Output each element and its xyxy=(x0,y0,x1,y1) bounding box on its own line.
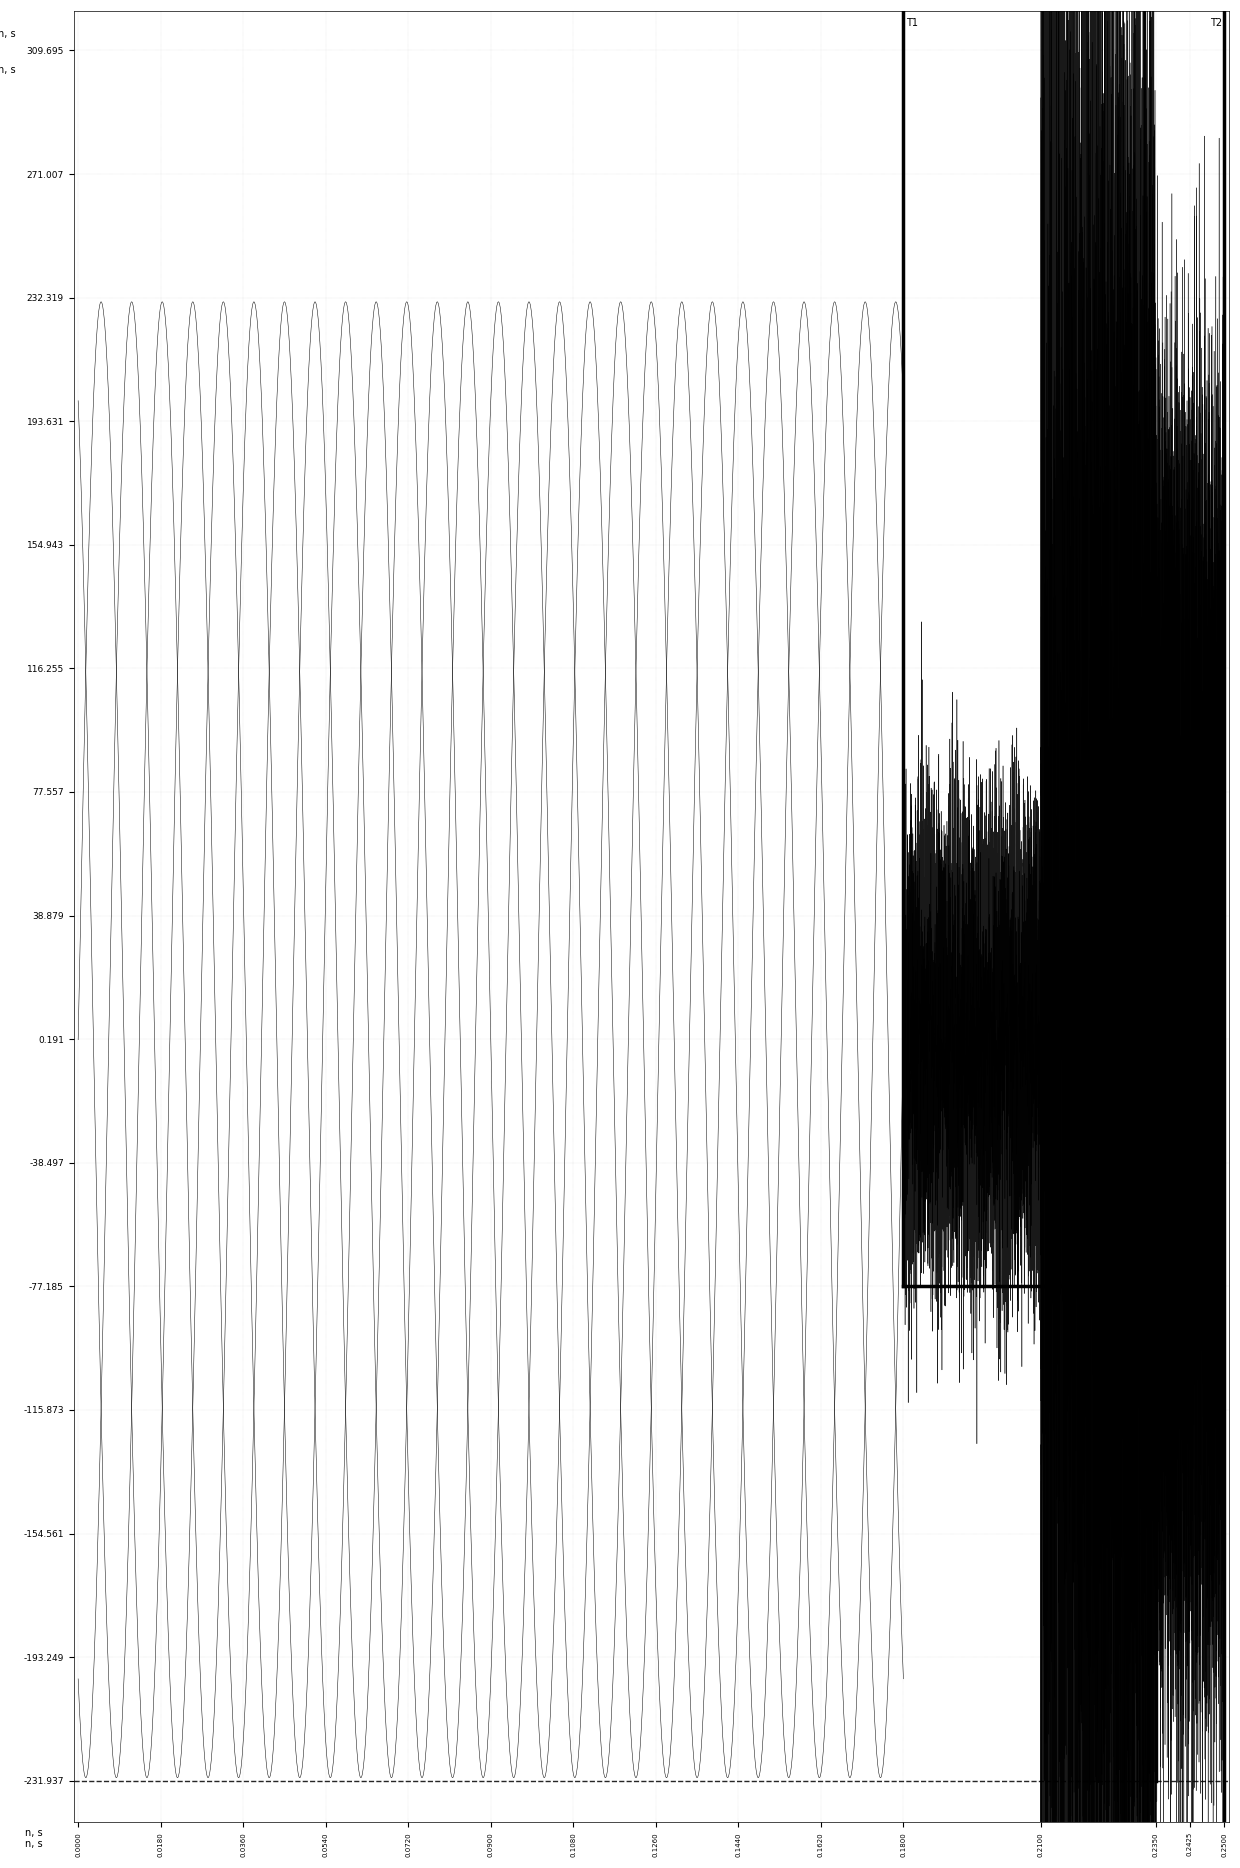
Text: T1: T1 xyxy=(905,17,918,28)
Text: n, s: n, s xyxy=(0,30,16,39)
Text: n, s
n, s: n, s n, s xyxy=(25,1827,42,1849)
Text: n, s: n, s xyxy=(0,65,16,75)
Text: T2: T2 xyxy=(1210,17,1221,28)
